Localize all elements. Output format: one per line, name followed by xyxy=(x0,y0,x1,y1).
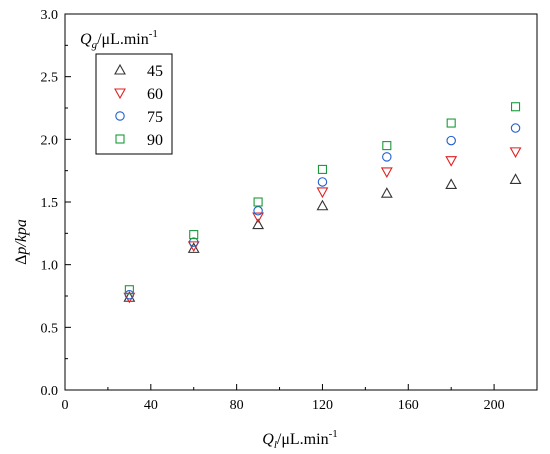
x-tick-label: 200 xyxy=(484,398,505,413)
y-tick-label: 1.5 xyxy=(41,196,59,211)
plot-border xyxy=(64,13,538,391)
data-point-series-90 xyxy=(510,102,521,112)
plot-frame xyxy=(64,13,538,391)
legend-label-90: 90 xyxy=(147,132,163,149)
y-axis-title-delta: Δ xyxy=(13,255,30,265)
data-point-series-75 xyxy=(382,152,392,162)
data-point-series-90 xyxy=(124,285,134,295)
y-tick-label: 0.0 xyxy=(41,384,59,399)
y-tick-label: 2.5 xyxy=(41,71,59,86)
data-point-series-45 xyxy=(252,218,265,230)
x-tick-label: 160 xyxy=(398,398,419,413)
legend: Qg/μL.min-1 45 60 75 90 xyxy=(80,28,173,155)
data-point-series-75 xyxy=(317,177,328,187)
data-point-series-90 xyxy=(382,141,392,151)
data-point-series-75 xyxy=(188,237,199,247)
legend-title-rest: /μL.min xyxy=(97,31,149,48)
data-point-series-60 xyxy=(509,147,522,158)
data-point-series-45 xyxy=(380,187,393,198)
data-point-series-90 xyxy=(189,230,199,240)
data-markers xyxy=(123,102,522,304)
legend-title-sup: -1 xyxy=(149,28,158,40)
x-tick-label: 80 xyxy=(230,398,244,413)
data-point-series-60 xyxy=(445,156,458,167)
y-tick-label: 1.0 xyxy=(41,259,59,274)
data-point-series-90 xyxy=(253,197,263,207)
y-tick-label: 3.0 xyxy=(41,8,59,23)
legend-marker-75 xyxy=(115,111,125,121)
y-tick-label: 0.5 xyxy=(41,321,59,336)
x-axis-title-main: Q xyxy=(262,431,274,448)
y-axis-title: Δp/kpa xyxy=(13,219,30,265)
data-point-series-45 xyxy=(509,173,522,184)
legend-items: 45 60 75 90 xyxy=(114,63,163,149)
x-axis-title-sup: -1 xyxy=(329,428,338,440)
x-tick-label: 120 xyxy=(312,398,333,413)
legend-marker-90 xyxy=(115,134,125,144)
x-axis-title-rest: /μL.min xyxy=(277,431,329,448)
data-point-series-60 xyxy=(316,187,329,199)
y-axis-title-rest: p/kpa xyxy=(13,219,30,256)
data-point-series-75 xyxy=(446,135,456,146)
legend-title-main: Q xyxy=(80,31,92,48)
data-point-series-60 xyxy=(380,167,393,179)
x-axis-ticks: 0 40 80 120 160 200 xyxy=(62,384,505,413)
data-point-series-45 xyxy=(187,242,200,253)
data-point-series-45 xyxy=(316,199,329,211)
data-point-series-75 xyxy=(253,206,263,216)
data-point-series-45 xyxy=(445,178,458,190)
data-point-series-60 xyxy=(252,212,265,224)
y-axis-ticks: 0.0 0.5 1.0 1.5 2.0 2.5 3.0 xyxy=(41,8,71,399)
data-point-series-75 xyxy=(510,123,521,133)
legend-box xyxy=(95,53,173,155)
data-point-series-90 xyxy=(446,118,456,128)
legend-label-45: 45 xyxy=(147,63,163,80)
data-point-series-60 xyxy=(187,241,200,252)
legend-label-60: 60 xyxy=(147,86,163,103)
x-tick-label: 40 xyxy=(144,398,158,413)
data-point-series-90 xyxy=(317,164,328,174)
y-tick-label: 2.0 xyxy=(41,133,59,148)
data-point-series-75 xyxy=(124,289,135,300)
x-tick-label: 0 xyxy=(62,398,69,413)
legend-marker-45 xyxy=(114,63,126,75)
legend-label-75: 75 xyxy=(147,109,163,126)
legend-title-sub: g xyxy=(92,39,98,51)
legend-marker-60 xyxy=(114,88,126,100)
legend-title: Qg/μL.min-1 xyxy=(80,28,158,51)
x-axis-title-sub: l xyxy=(274,439,277,451)
x-axis-title: Ql/μL.min-1 xyxy=(262,428,337,451)
